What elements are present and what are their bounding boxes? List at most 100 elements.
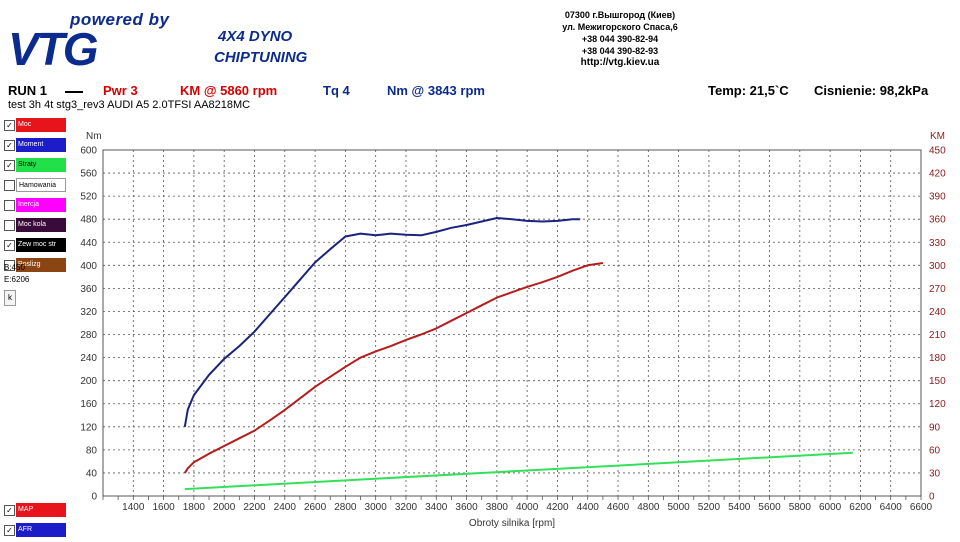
x-axis-label: Obroty silnika [rpm] <box>469 518 555 529</box>
series-line-1 <box>183 262 604 474</box>
legend-checkbox[interactable] <box>4 260 15 271</box>
y-left-tick-label: 0 <box>91 492 97 503</box>
contact-line: ул. Межигорского Спаса,6 <box>562 22 678 32</box>
plot-area <box>102 149 922 497</box>
legend-item-zew-moc-str[interactable]: ✓ Zew moc str <box>2 237 68 254</box>
x-tick-label: 5400 <box>728 502 751 513</box>
run-label: RUN 1 <box>8 83 48 98</box>
logo-powered-by: powered by <box>70 10 170 29</box>
legend-checkbox[interactable]: ✓ <box>4 120 15 131</box>
axes: 1400 1600 1800 2000 2200 2400 2600 2800 3000 3200… <box>80 146 946 514</box>
e-value: E:6206 <box>4 275 30 284</box>
legend-item-straty[interactable]: ✓ Straty <box>2 157 68 174</box>
x-tick-label: 6200 <box>849 502 872 513</box>
legend-label: Hamowania <box>16 178 66 192</box>
y-left-tick-label: 120 <box>80 422 97 433</box>
y-left-tick-label: 40 <box>86 468 98 479</box>
legend-label: Straty <box>16 158 66 172</box>
x-tick-label: 6000 <box>819 502 842 513</box>
y-left-tick-label: 80 <box>86 445 98 456</box>
x-tick-label: 4600 <box>607 502 630 513</box>
y-left-tick-label: 280 <box>80 330 97 341</box>
y-right-tick-label: 120 <box>929 399 946 410</box>
temperature: Temp: 21,5`C <box>708 83 789 98</box>
legend-item-inercja[interactable]: Inercja <box>2 197 68 214</box>
vtg-logo: powered by VTG 4X4 DYNO CHIPTUNING <box>8 10 308 75</box>
y-right-tick-label: 450 <box>929 146 946 157</box>
x-tick-label: 2600 <box>304 502 327 513</box>
x-tick-label: 5800 <box>789 502 812 513</box>
y-axis-left-label: Nm <box>86 131 102 142</box>
legend-label: AFR <box>16 523 66 537</box>
x-tick-label: 1600 <box>152 502 175 513</box>
y-axis-right-label: KM <box>930 131 945 142</box>
y-right-tick-label: 360 <box>929 215 946 226</box>
logo-brand: VTG <box>8 23 99 75</box>
logo-chiptuning: CHIPTUNING <box>214 49 308 66</box>
legend-item-moment[interactable]: ✓ Moment <box>2 137 68 154</box>
legend-item-hamowania[interactable]: Hamowania <box>2 177 68 194</box>
legend-label: Moc <box>16 118 66 132</box>
y-right-tick-label: 420 <box>929 169 946 180</box>
legend-label: Inercja <box>16 198 66 212</box>
y-left-tick-label: 160 <box>80 399 97 410</box>
legend-checkbox[interactable]: ✓ <box>4 160 15 171</box>
x-tick-label: 3000 <box>365 502 388 513</box>
contact-line: +38 044 390-82-94 <box>581 34 659 44</box>
x-tick-label: 2200 <box>243 502 266 513</box>
y-left-tick-label: 600 <box>80 146 97 157</box>
legend-label: Zew moc str <box>16 238 66 252</box>
legend-checkbox[interactable] <box>4 180 15 191</box>
contact-line: +38 044 390-82-93 <box>581 46 659 56</box>
x-tick-label: 4800 <box>637 502 660 513</box>
legend-checkbox[interactable]: ✓ <box>4 140 15 151</box>
tq-label: Tq 4 <box>323 83 350 98</box>
legend-item-map[interactable]: ✓ MAP <box>2 502 68 519</box>
series-legend: ✓ Moc ✓ Moment ✓ Straty Hamowania Inercja Moc ko… <box>2 117 68 277</box>
b-value: B:450 <box>4 263 25 272</box>
y-right-tick-label: 0 <box>929 492 935 503</box>
legend-item-moc[interactable]: ✓ Moc <box>2 117 68 134</box>
x-tick-label: 5000 <box>668 502 691 513</box>
y-left-tick-label: 520 <box>80 192 97 203</box>
x-tick-label: 4000 <box>516 502 539 513</box>
y-left-tick-label: 200 <box>80 376 97 387</box>
contact-line: 07300 г.Вышгород (Киев) <box>564 10 676 20</box>
x-tick-label: 2800 <box>334 502 357 513</box>
legend-checkbox[interactable]: ✓ <box>4 525 15 536</box>
x-tick-label: 4400 <box>577 502 600 513</box>
contact-info: 07300 г.Вышгород (Киев) ул. Межигорского… <box>500 9 740 69</box>
y-right-tick-label: 180 <box>929 353 946 364</box>
series-group <box>183 217 853 491</box>
legend-label: MAP <box>16 503 66 517</box>
tq-rpm: Nm @ 3843 rpm <box>387 83 485 98</box>
test-description: test 3h 4t stg3_rev3 AUDI A5 2.0TFSI AA8… <box>8 99 251 111</box>
legend-checkbox[interactable]: ✓ <box>4 240 15 251</box>
k-button[interactable]: k <box>4 290 16 306</box>
y-left-tick-label: 240 <box>80 353 97 364</box>
logo-4x4-dyno: 4X4 DYNO <box>218 28 293 45</box>
y-right-tick-label: 240 <box>929 307 946 318</box>
x-tick-label: 1400 <box>122 502 145 513</box>
y-left-tick-label: 480 <box>80 215 97 226</box>
y-left-tick-label: 360 <box>80 284 97 295</box>
legend-label: Moment <box>16 138 66 152</box>
y-right-tick-label: 30 <box>929 468 941 479</box>
series-line-2 <box>184 451 853 491</box>
legend-item-moc-kola[interactable]: Moc kola <box>2 217 68 234</box>
y-right-tick-label: 90 <box>929 422 941 433</box>
legend-checkbox[interactable] <box>4 200 15 211</box>
legend-checkbox[interactable]: ✓ <box>4 505 15 516</box>
legend-checkbox[interactable] <box>4 220 15 231</box>
x-tick-label: 3600 <box>455 502 478 513</box>
run-line-swatch <box>65 91 83 93</box>
x-tick-label: 5600 <box>758 502 781 513</box>
x-tick-label: 2000 <box>213 502 236 513</box>
series-line-0 <box>183 217 581 427</box>
legend-item-poslizg[interactable]: Poslizg <box>2 257 68 274</box>
legend-item-afr[interactable]: ✓ AFR <box>2 522 68 539</box>
y-left-tick-label: 440 <box>80 238 97 249</box>
y-right-tick-label: 300 <box>929 261 946 272</box>
x-tick-label: 3200 <box>395 502 418 513</box>
